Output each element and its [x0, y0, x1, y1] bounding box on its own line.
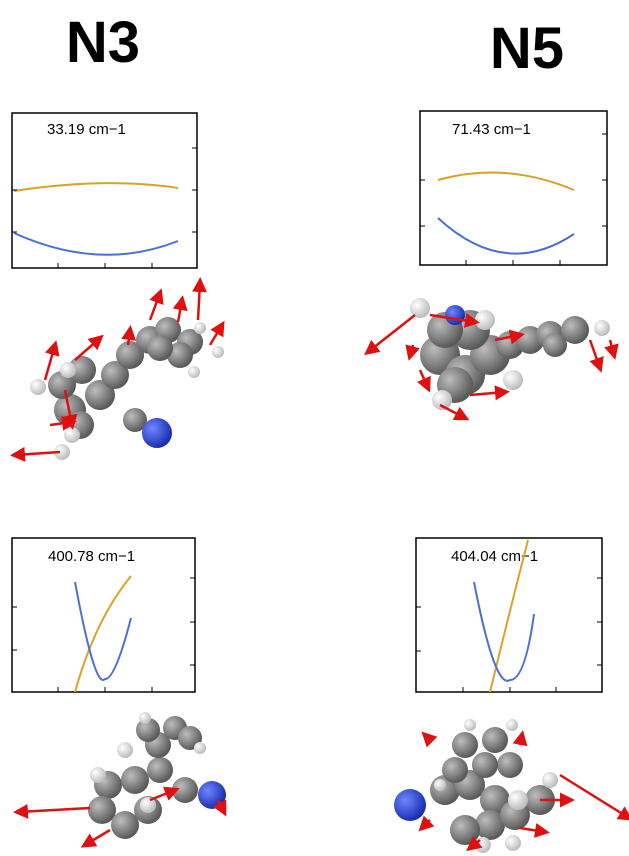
plot: 33.19 cm−1 [12, 113, 197, 268]
atom [172, 777, 198, 803]
atom [60, 362, 76, 378]
column-title: N3 [66, 10, 140, 75]
atom [212, 346, 224, 358]
atom [64, 427, 80, 443]
plot: 71.43 cm−1 [420, 111, 607, 265]
displacement-arrow [520, 828, 545, 832]
atom [88, 796, 116, 824]
displacement-arrow [210, 325, 222, 345]
atom [503, 370, 523, 390]
atom [482, 727, 508, 753]
atom [147, 757, 173, 783]
curve [438, 172, 574, 190]
atom [542, 772, 558, 788]
displacement-arrow [178, 300, 182, 322]
displacement-arrow [420, 370, 428, 388]
ticks [12, 134, 607, 692]
plot: 404.04 cm−1 [416, 538, 602, 692]
displacement-arrow [610, 340, 614, 355]
atom [508, 790, 528, 810]
displacement-arrow [470, 392, 505, 395]
atom [188, 366, 200, 378]
displacement-arrow [150, 790, 175, 800]
displacement-arrow [410, 345, 413, 356]
displacement-arrow [75, 338, 100, 360]
atom [442, 757, 468, 783]
atom [142, 418, 172, 448]
atom [445, 305, 465, 325]
atom [139, 712, 151, 724]
curve [438, 218, 574, 254]
atom [121, 766, 149, 794]
displacement-arrow [198, 282, 200, 320]
atom [497, 752, 523, 778]
atom [505, 835, 521, 851]
displacement-arrow [150, 293, 160, 320]
atom [452, 732, 478, 758]
atom [198, 781, 226, 809]
figure: N3 N5 33.19 cm−1 71.43 cm−1 400.78 cm−1 … [0, 0, 629, 856]
atom [30, 379, 46, 395]
curve [75, 576, 131, 692]
atom [111, 811, 139, 839]
displacement-arrow [520, 735, 522, 745]
displacement-arrow [368, 315, 415, 352]
tick-marks [12, 134, 607, 692]
molecules [15, 282, 629, 853]
atom [594, 320, 610, 336]
atom [90, 767, 106, 783]
atom [475, 837, 491, 853]
curve [14, 183, 178, 191]
atom [434, 779, 446, 791]
atom [394, 789, 426, 821]
column-title: N5 [490, 16, 564, 81]
plot: 400.78 cm−1 [12, 538, 195, 692]
frequency-label: 33.19 cm−1 [47, 121, 126, 138]
atom [194, 322, 206, 334]
atom [117, 742, 133, 758]
frequency-label: 71.43 cm−1 [452, 121, 531, 138]
atom [472, 752, 498, 778]
displacement-arrow [560, 775, 629, 818]
displacement-arrow [590, 340, 600, 368]
displacement-arrow [18, 808, 90, 812]
atom [464, 719, 476, 731]
atom [450, 815, 480, 845]
curve [14, 233, 178, 255]
atom [506, 719, 518, 731]
displacement-arrow [15, 452, 60, 455]
displacement-arrow [440, 405, 465, 418]
displacement-arrow [425, 735, 430, 740]
atom [147, 335, 173, 361]
displacement-arrow [85, 830, 110, 845]
atom [543, 333, 567, 357]
displacement-arrow [422, 820, 430, 828]
frequency-label: 400.78 cm−1 [48, 548, 135, 565]
atom [194, 742, 206, 754]
atom [475, 310, 495, 330]
